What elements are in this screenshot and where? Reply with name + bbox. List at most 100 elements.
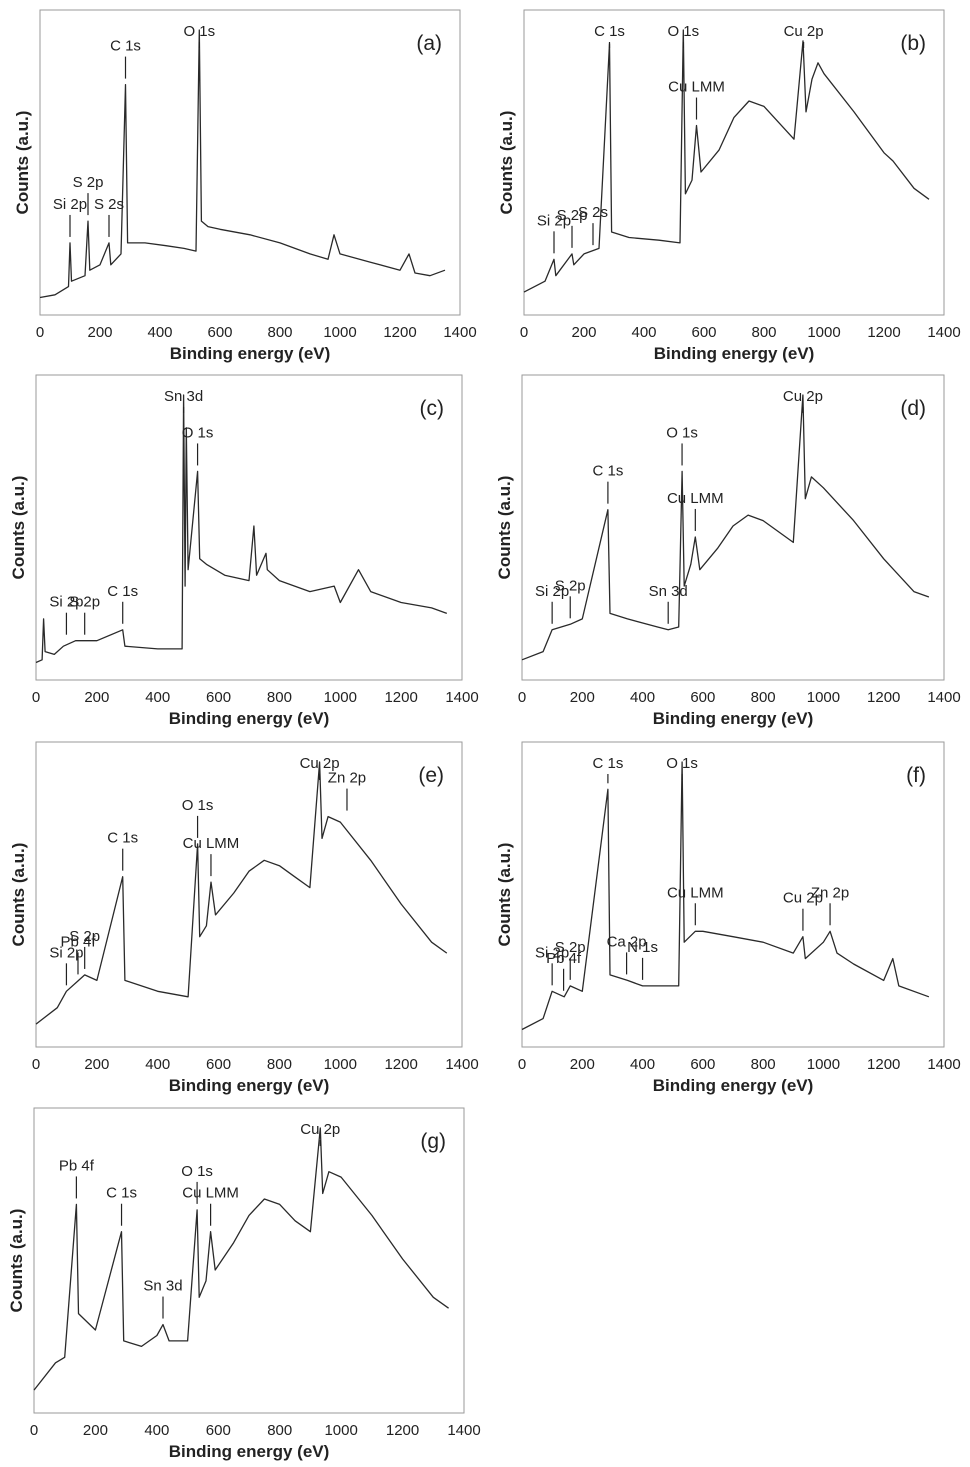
x-tick-label: 800 [267, 1422, 292, 1439]
x-tick-label: 400 [631, 324, 656, 341]
peak-label: S 2s [94, 196, 124, 213]
panel-label: (b) [900, 32, 926, 55]
peak-label: S 2p [555, 939, 586, 956]
peak-label: Si 2p [535, 944, 569, 961]
x-tick-label: 200 [84, 1056, 109, 1073]
x-axis-title: Binding energy (eV) [169, 709, 330, 728]
x-tick-label: 600 [690, 689, 715, 706]
x-tick-label: 400 [145, 1056, 170, 1073]
peak-label: Cu 2p [783, 890, 823, 907]
panel-b: 0 200 400 600 800 1000 1200 1400 Binding energy … [497, 9, 961, 363]
panel-label: (f) [906, 764, 926, 787]
panel-label: (d) [900, 397, 926, 420]
peak-label: Cu 2p [300, 755, 340, 772]
x-axis-title: Binding energy (eV) [653, 709, 814, 728]
x-tick-label: 1400 [447, 1422, 480, 1439]
x-tick-label: 600 [691, 324, 716, 341]
peak-label: Pb 4f [546, 950, 582, 967]
peak-label: Zn 2p [328, 770, 366, 787]
panel-label: (a) [416, 32, 442, 55]
y-axis-title: Counts (a.u.) [9, 476, 28, 580]
x-tick-label: 400 [630, 689, 655, 706]
y-axis-title: Counts (a.u.) [9, 843, 28, 947]
x-tick-label: 200 [84, 689, 109, 706]
peak-label: O 1s [182, 797, 214, 814]
x-tick-label: 1200 [867, 689, 900, 706]
x-tick-label: 1400 [443, 324, 476, 341]
x-tick-label: 800 [751, 324, 776, 341]
y-axis-title: Counts (a.u.) [7, 1209, 26, 1313]
x-tick-label: 0 [32, 689, 40, 706]
x-axis-title: Binding energy (eV) [170, 344, 331, 363]
x-tick-label: 1200 [386, 1422, 419, 1439]
spectrum-line [523, 29, 930, 293]
x-tick-label: 400 [147, 324, 172, 341]
peak-label: O 1s [181, 1163, 213, 1180]
plot-frame [35, 374, 463, 681]
peak-label: Cu LMM [183, 835, 240, 852]
peak-label: Cu 2p [300, 1121, 340, 1138]
x-axis-title: Binding energy (eV) [169, 1442, 330, 1461]
x-tick-label: 0 [518, 1056, 526, 1073]
x-tick-label: 600 [206, 689, 231, 706]
x-tick-label: 200 [570, 689, 595, 706]
x-tick-label: 1000 [324, 689, 357, 706]
peak-label: S 2p [555, 577, 586, 594]
panel-f: 0 200 400 600 800 1000 1200 1400 Binding energy … [495, 741, 961, 1095]
y-axis-title: Counts (a.u.) [495, 476, 514, 580]
peak-label: Cu LMM [182, 1185, 239, 1202]
plot-frame [523, 9, 945, 316]
peak-label: Cu 2p [784, 23, 824, 40]
x-tick-label: 1200 [867, 1056, 900, 1073]
panel-a: 0 200 400 600 800 1000 1200 1400 Binding energy … [13, 9, 477, 363]
peak-label: S 2p [557, 207, 588, 224]
plot-frame [35, 741, 463, 1048]
y-axis-title: Counts (a.u.) [13, 111, 32, 215]
panel-c: 0 200 400 600 800 1000 1200 1400 Binding energy … [9, 374, 479, 728]
x-tick-label: 0 [518, 689, 526, 706]
peak-label: C 1s [592, 463, 623, 480]
spectrum-line [35, 394, 448, 664]
peak-label: Si 2p [49, 594, 83, 611]
peak-label: C 1s [110, 38, 141, 55]
peak-label: O 1s [182, 424, 214, 441]
peak-label: Cu LMM [668, 79, 725, 96]
peak-label: Cu LMM [667, 490, 724, 507]
x-tick-label: 200 [87, 324, 112, 341]
x-tick-label: 600 [690, 1056, 715, 1073]
x-tick-label: 800 [751, 1056, 776, 1073]
x-tick-label: 1400 [445, 689, 478, 706]
spectrum-line [521, 761, 930, 1031]
x-tick-label: 400 [630, 1056, 655, 1073]
spectrum-line [39, 29, 446, 299]
x-axis-title: Binding energy (eV) [653, 1076, 814, 1095]
x-tick-label: 800 [751, 689, 776, 706]
peak-label: Zn 2p [811, 884, 849, 901]
x-tick-label: 400 [145, 689, 170, 706]
peak-label: S 2p [69, 594, 100, 611]
peak-label: O 1s [666, 755, 698, 772]
x-tick-label: 1000 [323, 324, 356, 341]
plot-frame [521, 741, 945, 1048]
peak-label: N 1s [627, 939, 658, 956]
x-tick-label: 1000 [807, 1056, 840, 1073]
spectrum-line [33, 1127, 449, 1391]
peak-label: O 1s [183, 23, 215, 40]
x-tick-label: 1000 [324, 1056, 357, 1073]
x-tick-label: 1400 [927, 324, 960, 341]
x-tick-label: 200 [570, 1056, 595, 1073]
peak-label: Ca 2p [607, 933, 647, 950]
x-tick-label: 0 [30, 1422, 38, 1439]
peak-label: O 1s [667, 23, 699, 40]
x-tick-label: 1400 [927, 1056, 960, 1073]
x-tick-label: 1400 [927, 689, 960, 706]
plot-frame [39, 9, 461, 316]
x-tick-label: 1200 [384, 1056, 417, 1073]
peak-label: Cu LMM [667, 884, 724, 901]
x-tick-label: 1400 [445, 1056, 478, 1073]
peak-label: Sn 3d [164, 388, 203, 405]
x-tick-label: 200 [571, 324, 596, 341]
peak-label: Sn 3d [143, 1278, 182, 1295]
peak-label: C 1s [106, 1185, 137, 1202]
x-tick-label: 1200 [384, 689, 417, 706]
